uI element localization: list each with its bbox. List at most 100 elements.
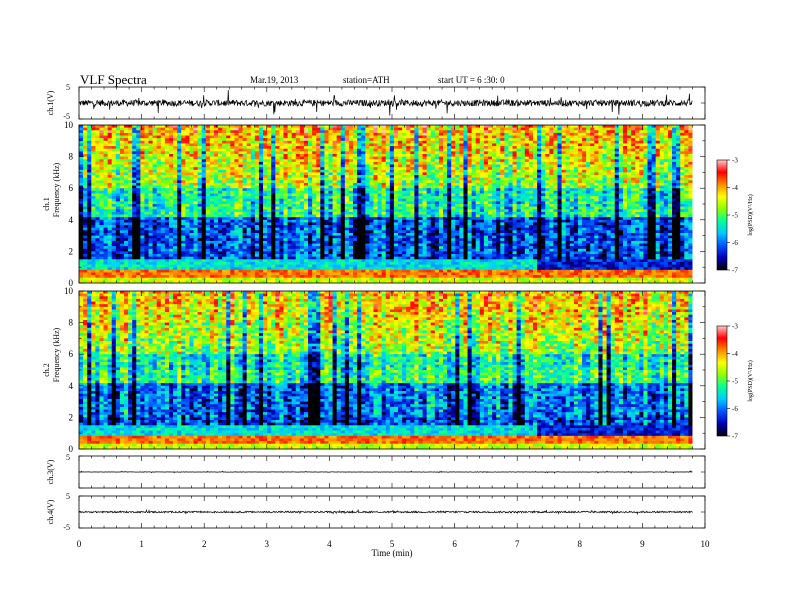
spectrogram-cell (406, 172, 411, 176)
spectrogram-cell (659, 190, 665, 194)
spectrogram-cell (627, 204, 632, 208)
spectrogram-cell (385, 180, 391, 184)
spectrogram-cell (688, 140, 693, 144)
spectrogram-cell (483, 159, 489, 163)
spectrogram-cell (238, 140, 243, 144)
spectrogram-cell (643, 182, 648, 186)
spectrogram-cell (402, 156, 407, 160)
spectrogram-cell (639, 153, 644, 157)
spectrogram-cell (422, 182, 428, 186)
spectrogram-cell (402, 172, 407, 176)
spectrogram-cell (91, 198, 96, 202)
spectrogram-cell (234, 172, 239, 176)
spectrogram-cell (549, 135, 554, 139)
spectrogram-cell (479, 190, 485, 194)
spectrogram-cell (606, 161, 612, 165)
spectrogram-cell (643, 201, 648, 205)
spectrogram-cell (177, 188, 182, 192)
spectrogram-cell (348, 185, 354, 189)
spectrogram-cell (316, 169, 321, 173)
spectrogram-cell (361, 196, 366, 200)
spectrogram-cell (504, 135, 509, 139)
spectrogram-cell (336, 185, 342, 189)
spectrogram-cell (197, 167, 203, 171)
spectrogram-cell (316, 127, 321, 131)
spectrogram-cell (254, 167, 260, 171)
spectrogram-cell (573, 148, 579, 152)
spectrogram-cell (512, 135, 518, 139)
spectrogram-cell (83, 164, 88, 168)
spectrogram-cell (684, 127, 689, 131)
spectrogram-cell (95, 177, 100, 181)
spectrogram-cell (512, 153, 518, 157)
spectrogram-cell (410, 175, 415, 179)
spectrogram-cell (438, 159, 444, 163)
spectrogram-cell (185, 132, 190, 136)
spectrogram-cell (582, 193, 587, 197)
spectrogram-cell (160, 185, 166, 189)
spectrogram-cell (291, 153, 297, 157)
spectrogram-cell (414, 143, 419, 147)
spectrogram-cell (483, 198, 489, 202)
spectrogram-cell (418, 130, 423, 134)
spectrogram-cell (528, 198, 534, 202)
spectrogram-cell (128, 127, 133, 131)
spectrogram-cell (443, 143, 448, 147)
spectrogram-cell (402, 146, 407, 150)
spectrogram-cell (263, 138, 268, 142)
spectrogram-cell (606, 138, 612, 142)
spectrogram-cell (283, 204, 288, 208)
spectrogram-cell (659, 151, 665, 155)
spectrogram-cell (168, 169, 174, 173)
spectrogram-cell (177, 132, 182, 136)
spectrogram-cell (222, 169, 227, 173)
spectrogram-cell (242, 204, 248, 208)
spectrogram-cell (553, 167, 558, 171)
spectrogram-cell (639, 151, 644, 155)
spectrogram-cell (173, 130, 178, 134)
spectrogram-cell (283, 167, 288, 171)
spectrogram-cell (647, 127, 652, 131)
spectrogram-cell (447, 185, 452, 189)
spectrogram-cell (140, 211, 145, 215)
spectrogram-cell (308, 146, 313, 150)
spectrogram-cell (479, 130, 485, 134)
spectrogram-cell (520, 177, 526, 181)
spectrogram-cell (168, 140, 174, 144)
spectrogram-cell (402, 204, 407, 208)
spectrogram-cell (365, 125, 370, 129)
spectrogram-cell (263, 148, 268, 152)
spectrogram-cell (373, 164, 378, 168)
spectrogram-cell (487, 172, 493, 176)
spectrogram-cell (508, 209, 513, 213)
spectrogram-cell (344, 153, 350, 157)
spectrogram-cell (463, 132, 468, 136)
spectrogram-cell (561, 156, 567, 160)
spectrogram-cell (614, 148, 620, 152)
spectrogram-cell (365, 151, 370, 155)
spectrogram-cell (361, 175, 366, 179)
spectrogram-cell (614, 204, 620, 208)
spectrogram-cell (672, 190, 677, 194)
spectrogram-cell (393, 132, 399, 136)
spectrogram-cell (443, 138, 448, 142)
spectrogram-cell (291, 188, 297, 192)
spectrogram-cell (238, 143, 243, 147)
spectrogram-cell (193, 151, 199, 155)
spectrogram-cell (99, 201, 104, 205)
spectrogram-cell (659, 209, 665, 213)
spectrogram-cell (136, 140, 141, 144)
spectrogram-cell (308, 138, 313, 142)
spectrogram-cell (181, 143, 186, 147)
spectrogram-cell (107, 198, 113, 202)
spectrogram-cell (340, 196, 346, 200)
spectrogram-cell (434, 167, 440, 171)
spectrogram-cell (467, 185, 473, 189)
spectrogram-cell (173, 201, 178, 205)
spectrogram-cell (672, 169, 677, 173)
spectrogram-cell (627, 132, 632, 136)
spectrogram-cell (610, 206, 616, 210)
spectrogram-cell (181, 161, 186, 165)
spectrogram-cell (582, 140, 587, 144)
